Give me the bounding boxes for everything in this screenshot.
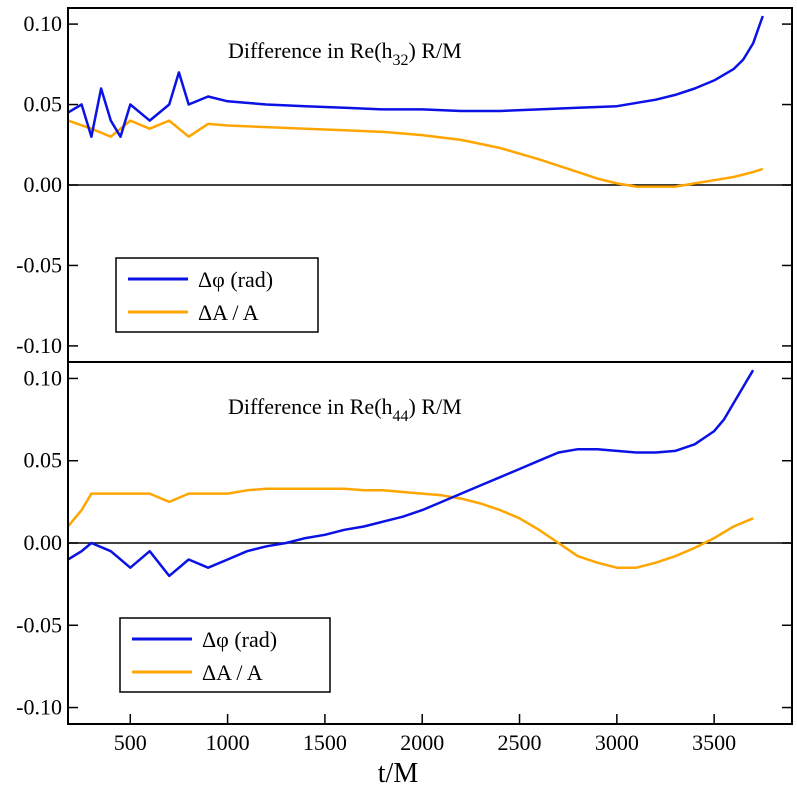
y-tick-label: 0.10 [24, 11, 63, 36]
x-axis-title: t/M [378, 758, 419, 789]
x-tick-label: 500 [114, 730, 147, 755]
bottom-series-amplitude-line [67, 487, 754, 569]
x-tick-label: 1500 [303, 730, 347, 755]
bottom-panel: Difference in Re(h44) R/M Δφ (rad) ΔA / … [16, 361, 793, 755]
bottom-legend-phase-label: Δφ (rad) [202, 627, 277, 652]
y-tick-label: 0.00 [24, 530, 63, 555]
top-panel-title: Difference in Re(h32) R/M [228, 38, 462, 69]
y-tick-label: 0.05 [24, 92, 63, 117]
bottom-panel-title: Difference in Re(h44) R/M [228, 394, 462, 425]
top-legend-phase-label: Δφ (rad) [198, 267, 273, 292]
y-tick-label: 0.10 [24, 365, 63, 390]
y-tick-label: 0.05 [24, 448, 63, 473]
x-tick-label: 3500 [692, 730, 736, 755]
top-panel: Difference in Re(h32) R/M Δφ (rad) ΔA / … [16, 7, 793, 363]
y-tick-label: -0.10 [16, 695, 62, 720]
y-tick-label: -0.05 [16, 612, 62, 637]
y-tick-label: -0.05 [16, 252, 62, 277]
bottom-legend-amp-label: ΔA / A [202, 660, 263, 685]
top-series-amplitude-line [67, 119, 764, 188]
bottom-legend: Δφ (rad) ΔA / A [119, 617, 331, 693]
top-legend: Δφ (rad) ΔA / A [115, 257, 319, 333]
y-tick-label: -0.10 [16, 333, 62, 358]
y-tick-label: 0.00 [24, 172, 63, 197]
x-tick-label: 2500 [498, 730, 542, 755]
top-legend-box [115, 257, 319, 333]
bottom-series-phase-line [67, 369, 755, 578]
x-tick-label: 3000 [595, 730, 639, 755]
x-tick-label: 1000 [206, 730, 250, 755]
bottom-legend-box [119, 617, 331, 693]
top-legend-amp-label: ΔA / A [198, 300, 259, 325]
x-tick-label: 2000 [400, 730, 444, 755]
top-series-phase-line [67, 15, 764, 138]
